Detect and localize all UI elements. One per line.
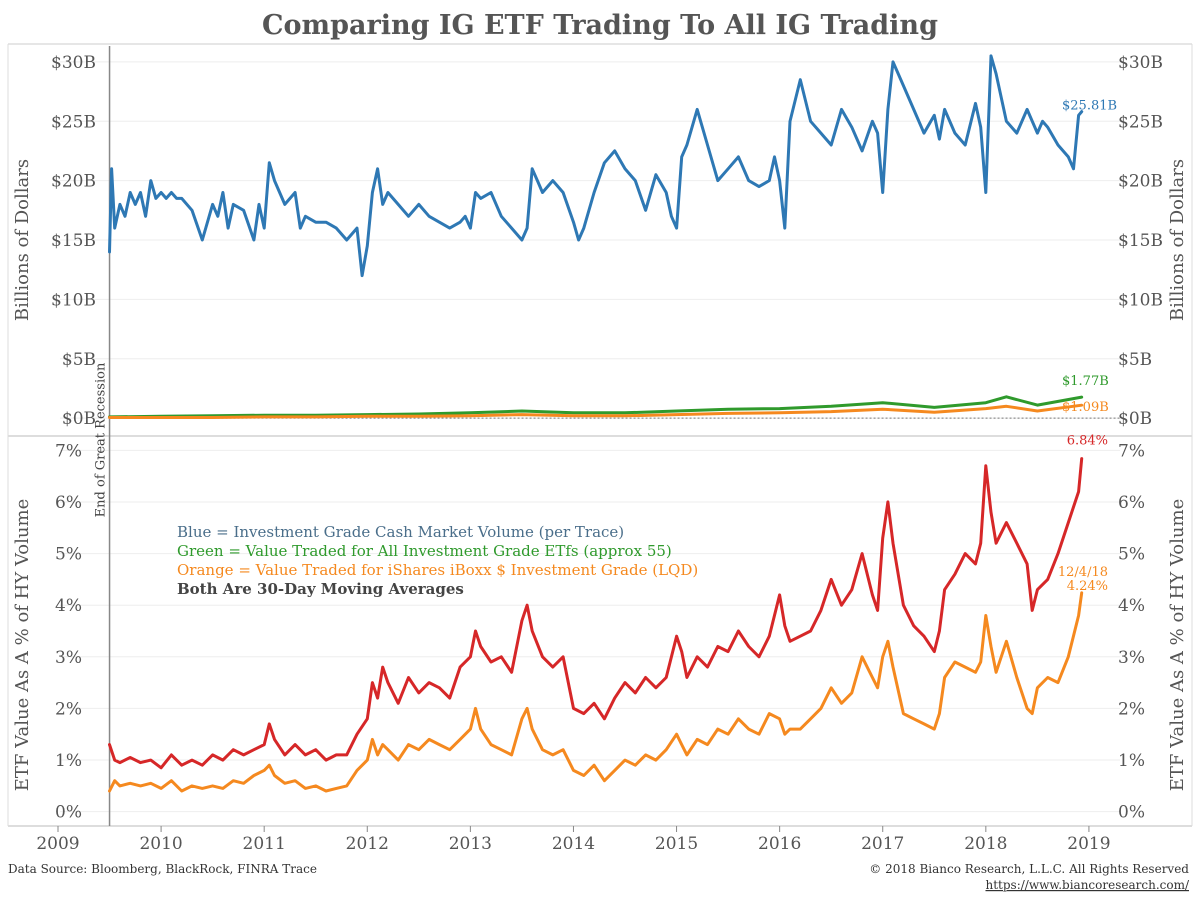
top-y-tick-label-right: $30B [1118,53,1163,73]
bottom-y-tick-label-left: 0% [55,803,82,823]
x-tick-label: 2012 [346,834,389,854]
blue-series-line [108,54,1084,278]
top-panel-series: $25.81B $1.77B $1.09B [108,54,1117,419]
bottom-panel-series: 6.84% 4.24% [108,434,1108,793]
bottom-y-tick-label-left: 1% [55,751,82,771]
top-left-y-ticks: $0B $5B $10B $15B $20B $25B $30B [51,53,96,429]
data-source-note: Data Source: Bloomberg, BlackRock, FINRA… [8,862,317,876]
x-tick-label: 2013 [449,834,492,854]
website-link[interactable]: https://www.biancoresearch.com/ [985,878,1189,892]
top-y-tick-label-right: $25B [1118,112,1163,132]
bottom-left-y-ticks: 0% 1% 2% 3% 4% 5% 6% 7% [55,441,82,822]
legend-green-entry: Green = Value Traded for All Investment … [177,542,672,560]
x-axis-ticks: 2009 2010 2011 2012 2013 2014 2015 2016 2017 2018… [36,826,1111,854]
top-y-tick-label-right: $0B [1118,409,1152,429]
top-y-tick-label-left: $0B [62,409,96,429]
bottom-y-tick-label-right: 0% [1118,803,1145,823]
chart-title: Comparing IG ETF Trading To All IG Tradi… [262,10,938,41]
bottom-y-tick-label-right: 3% [1118,648,1145,668]
top-right-y-ticks: $0B $5B $10B $15B $20B $25B $30B [1118,53,1163,429]
copyright-note: © 2018 Bianco Research, L.L.C. All Right… [869,862,1189,876]
x-tick-label: 2011 [243,834,286,854]
x-tick-label: 2014 [552,834,595,854]
x-tick-label: 2019 [1067,834,1110,854]
top-y-tick-label-left: $5B [62,350,96,370]
top-y-tick-label-left: $15B [51,231,96,251]
bottom-y-tick-label-left: 6% [55,493,82,513]
bottom-y-tick-label-right: 1% [1118,751,1145,771]
top-y-tick-label-right: $15B [1118,231,1163,251]
bottom-right-y-axis-label: ETF Value As A % of HY Volume [1167,499,1188,791]
bottom-y-tick-label-left: 2% [55,699,82,719]
top-y-tick-label-left: $30B [51,53,96,73]
bottom-y-tick-label-left: 5% [55,545,82,565]
bottom-y-tick-label-right: 6% [1118,493,1145,513]
x-tick-label: 2018 [964,834,1007,854]
bottom-y-tick-label-right: 7% [1118,441,1145,461]
top-y-tick-label-right: $5B [1118,350,1152,370]
bottom-y-tick-label-left: 4% [55,596,82,616]
legend-blue-entry: Blue = Investment Grade Cash Market Volu… [177,523,624,541]
x-tick-label: 2009 [36,834,79,854]
bottom-right-y-ticks: 0% 1% 2% 3% 4% 5% 6% 7% [1118,441,1145,822]
x-tick-label: 2010 [139,834,182,854]
top-left-y-axis-label: Billions of Dollars [12,159,33,321]
x-tick-label: 2017 [861,834,904,854]
legend-moving-average-note: Both Are 30-Day Moving Averages [177,580,464,598]
bottom-y-tick-label-right: 5% [1118,545,1145,565]
x-tick-label: 2016 [758,834,801,854]
bottom-y-tick-label-left: 3% [55,648,82,668]
red-series-end-label: 6.84% [1067,434,1108,449]
x-tick-label: 2015 [655,834,698,854]
top-y-tick-label-left: $20B [51,172,96,192]
green-series-end-label: $1.77B [1062,374,1109,389]
orange-series-line [108,591,1084,793]
bottom-y-tick-label-right: 4% [1118,596,1145,616]
end-date-label: 12/4/18 [1058,565,1108,580]
bottom-y-tick-label-left: 7% [55,441,82,461]
top-y-tick-label-right: $20B [1118,172,1163,192]
top-right-y-axis-label: Billions of Dollars [1167,159,1188,321]
orange-series-end-label: $1.09B [1062,400,1109,415]
legend: Blue = Investment Grade Cash Market Volu… [177,523,698,598]
legend-orange-entry: Orange = Value Traded for iShares iBoxx … [177,561,698,579]
green-series-line [108,395,1084,419]
blue-series-end-label: $25.81B [1062,99,1117,114]
top-y-tick-label-right: $10B [1118,290,1163,310]
bottom-left-y-axis-label: ETF Value As A % of HY Volume [12,499,33,791]
red-series-line [108,457,1084,770]
top-y-tick-label-left: $25B [51,112,96,132]
bottom-y-tick-label-right: 2% [1118,699,1145,719]
plot-frame [7,43,1193,827]
top-y-tick-label-left: $10B [51,290,96,310]
orange-series-line [108,403,1084,419]
orange-series-end-label: 4.24% [1067,579,1108,594]
recession-label: End of Great Recession [94,362,109,517]
